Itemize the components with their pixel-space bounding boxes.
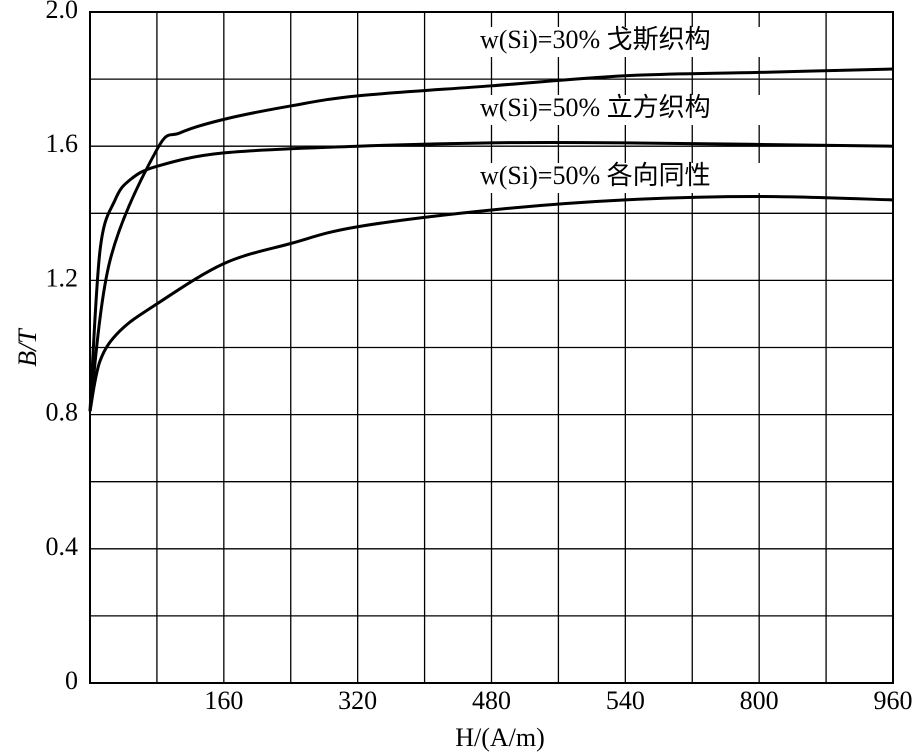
y-tick-label: 0.4 [46,532,79,561]
y-tick-label: 2.0 [46,0,79,24]
x-tick-label: 480 [472,686,511,715]
x-axis-label: H/(A/m) [455,723,545,752]
y-tick-label: 1.2 [46,263,79,292]
y-tick-label: 0 [65,666,78,695]
x-tick-label: 540 [606,686,645,715]
series-line [88,195,894,412]
label-bg [476,27,786,57]
y-tick-label: 1.6 [46,129,79,158]
plot-frame [89,11,894,684]
series-label: w(Si)=30% 戈斯织构 [480,25,711,54]
y-axis-label: B/T [13,328,42,367]
label-bg [476,163,786,193]
x-tick-label: 320 [338,686,377,715]
x-tick-label: 160 [204,686,243,715]
series-line [88,140,894,412]
series-line [88,67,894,412]
x-tick-label: 800 [740,686,779,715]
series-label: w(Si)=50% 立方织构 [480,93,711,122]
label-bg [476,95,786,125]
y-tick-label: 0.8 [46,398,79,427]
x-tick-label: 960 [874,686,913,715]
series-label: w(Si)=50% 各向同性 [480,161,711,190]
